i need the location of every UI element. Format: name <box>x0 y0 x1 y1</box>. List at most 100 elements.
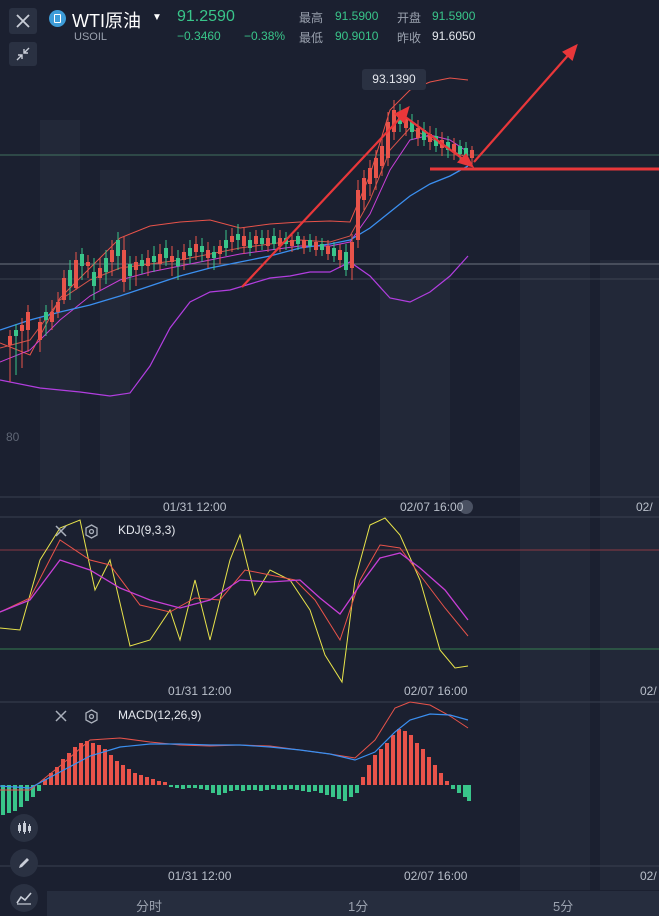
candle-body <box>26 312 30 330</box>
settings-icon[interactable] <box>84 524 99 539</box>
tab-1min[interactable]: 1分 <box>348 899 369 914</box>
eye-off-icon[interactable] <box>54 709 68 723</box>
candle-body <box>266 238 270 246</box>
candle-body <box>56 302 60 312</box>
last-price: 91.2590 <box>177 8 235 25</box>
indicator-button[interactable] <box>10 884 38 912</box>
macd-bar <box>1 785 5 815</box>
macd-bar <box>325 785 329 795</box>
macd-bar <box>265 785 269 790</box>
eye-off-icon[interactable] <box>54 524 68 538</box>
kdj-x-label-1: 01/31 12:00 <box>168 684 232 698</box>
candle-body <box>416 128 420 138</box>
collapse-button[interactable] <box>9 42 37 66</box>
high-label: 最高 <box>299 11 324 25</box>
candle-body <box>470 150 474 158</box>
macd-bar <box>331 785 335 797</box>
candle-body <box>146 258 150 266</box>
candle-body <box>326 246 330 254</box>
macd-bar <box>373 755 377 785</box>
macd-bar <box>403 731 407 785</box>
candle-body <box>404 118 408 128</box>
timeframe-bar <box>47 891 659 916</box>
candle-body <box>8 336 12 345</box>
candle-body <box>158 254 162 264</box>
macd-bar <box>139 775 143 785</box>
low-value: 90.9010 <box>335 29 379 43</box>
candle-body <box>368 168 372 184</box>
macd-bar <box>85 741 89 785</box>
close-button[interactable] <box>9 8 37 34</box>
candle-body <box>116 240 120 256</box>
macd-bar <box>439 773 443 785</box>
candle-body <box>92 272 96 286</box>
draw-tool-button[interactable] <box>10 849 38 877</box>
macd-bar <box>379 749 383 785</box>
macd-bar <box>307 785 311 792</box>
line-chart-icon <box>16 892 32 905</box>
kdj-j-line <box>0 517 469 684</box>
macd-bar <box>463 785 467 797</box>
main-x-label-3: 02/ <box>636 500 653 514</box>
tab-5min[interactable]: 5分 <box>553 899 574 914</box>
macd-bar <box>97 745 101 785</box>
candle-body <box>380 146 384 166</box>
macd-bar <box>103 749 107 785</box>
macd-bar <box>43 779 47 785</box>
macd-bar <box>169 785 173 787</box>
candle-body <box>362 178 366 200</box>
trend-arrow-down-head <box>456 153 475 168</box>
open-value: 91.5900 <box>432 9 476 23</box>
close-icon <box>16 14 30 28</box>
candle-body <box>182 252 186 260</box>
macd-bar <box>73 747 77 785</box>
macd-bar <box>337 785 341 799</box>
macd-bar <box>187 785 191 788</box>
candle-body <box>302 240 306 248</box>
candle-body <box>170 256 174 262</box>
candle-body <box>290 240 294 246</box>
candle-body <box>194 244 198 252</box>
price-scale-label: 80 <box>6 430 20 444</box>
candlestick-type-button[interactable] <box>10 814 38 842</box>
prev-close-value: 91.6050 <box>432 29 476 43</box>
candle-body <box>236 234 240 240</box>
candle-body <box>230 236 234 242</box>
candle-body <box>296 236 300 244</box>
macd-bar <box>283 785 287 790</box>
candle-body <box>176 258 180 266</box>
macd-bar <box>295 785 299 790</box>
candle-body <box>254 236 258 244</box>
macd-bar <box>7 785 11 813</box>
candle-body <box>272 236 276 244</box>
kdj-x-label-2: 02/07 16:00 <box>404 684 468 698</box>
macd-dea-line <box>0 713 469 789</box>
candle-body <box>320 244 324 250</box>
macd-bar <box>217 785 221 795</box>
macd-bar <box>133 773 137 785</box>
symbol-icon <box>49 10 66 27</box>
candle-body <box>248 240 252 248</box>
macd-bar <box>211 785 215 793</box>
macd-bar <box>151 779 155 785</box>
candle-body <box>464 148 468 156</box>
macd-bar <box>175 785 179 788</box>
symbol-name[interactable]: WTI原油 <box>72 11 141 31</box>
tab-timeline[interactable]: 分时 <box>136 899 163 914</box>
time-marker[interactable] <box>459 500 473 514</box>
symbol-code: USOIL <box>74 31 108 43</box>
macd-bar <box>235 785 239 790</box>
macd-bar <box>55 767 59 785</box>
candle-body <box>164 248 168 258</box>
macd-bar <box>385 743 389 785</box>
ma-mid-line <box>0 134 469 363</box>
candle-body <box>314 242 318 250</box>
candle-body <box>80 254 84 266</box>
candle-body <box>122 250 126 282</box>
candle-body <box>278 238 282 246</box>
settings-icon[interactable] <box>84 709 99 724</box>
macd-bar <box>61 759 65 785</box>
caret-down-icon[interactable]: ▼ <box>152 12 162 23</box>
candle-body <box>188 248 192 256</box>
